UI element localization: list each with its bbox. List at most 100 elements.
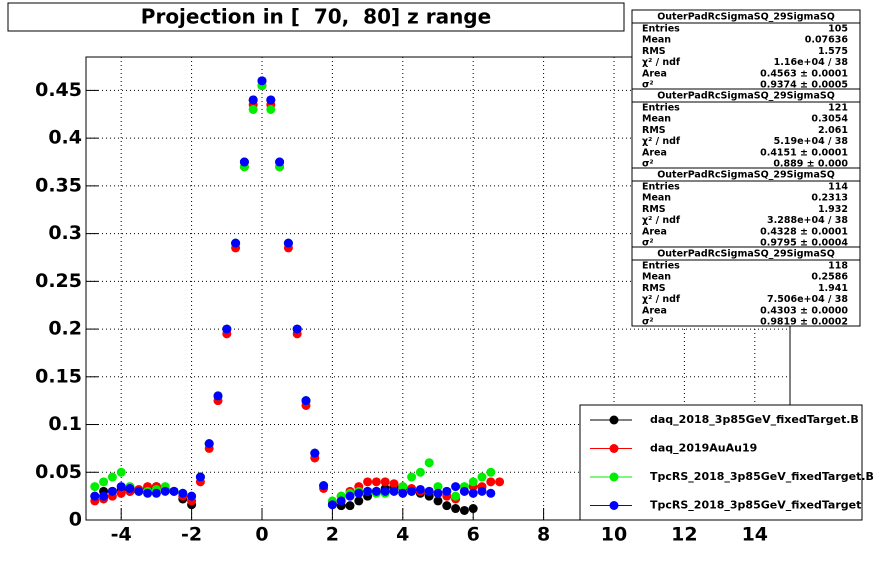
stats-label: Mean xyxy=(642,114,671,125)
data-point xyxy=(415,467,425,477)
stats-value: 7.506e+04 / 38 xyxy=(767,294,848,305)
x-tick-label: 4 xyxy=(396,524,409,546)
data-point xyxy=(107,486,117,496)
x-tick-label: 10 xyxy=(601,524,627,546)
stats-label: Entries xyxy=(642,24,680,35)
data-point xyxy=(424,486,434,496)
stats-value: 1.941 xyxy=(818,283,848,294)
stats-label: χ² / ndf xyxy=(642,57,681,68)
stats-label: Mean xyxy=(642,193,671,204)
stats-label: σ² xyxy=(642,238,654,249)
stats-value: 0.3054 xyxy=(811,114,848,125)
data-point xyxy=(195,472,205,482)
data-point xyxy=(222,324,232,334)
data-point xyxy=(459,486,469,496)
legend-label: daq_2018_3p85GeV_fixedTarget.B xyxy=(650,413,859,426)
data-point xyxy=(371,486,381,496)
data-point xyxy=(90,482,100,492)
data-point xyxy=(371,477,381,487)
data-point xyxy=(187,491,197,501)
stats-value: 3.288e+04 / 38 xyxy=(767,215,848,226)
data-point xyxy=(345,491,355,501)
data-point xyxy=(354,496,364,506)
data-point xyxy=(459,505,469,515)
data-point xyxy=(90,491,100,501)
data-point xyxy=(125,483,135,493)
data-point xyxy=(107,472,117,482)
stats-value: 0.4328 ± 0.0001 xyxy=(760,226,848,237)
stats-title: OuterPadRcSigmaSQ_29SigmaSQ xyxy=(657,249,835,260)
stats-label: σ² xyxy=(642,80,654,91)
x-tick-label: 2 xyxy=(326,524,339,546)
data-point xyxy=(266,95,276,105)
stats-label: RMS xyxy=(642,125,666,136)
stats-value: 0.889 ± 0.000 xyxy=(773,159,848,170)
data-point xyxy=(248,95,258,105)
data-point xyxy=(143,488,153,498)
legend-marker xyxy=(609,472,619,482)
stats-label: χ² / ndf xyxy=(642,294,681,305)
y-tick-label: 0.1 xyxy=(48,413,82,435)
data-point xyxy=(327,500,337,510)
stats-value: 114 xyxy=(828,182,848,193)
data-point xyxy=(345,501,355,511)
stats-title: OuterPadRcSigmaSQ_29SigmaSQ xyxy=(657,12,835,23)
stats-label: RMS xyxy=(642,46,666,57)
data-point xyxy=(99,477,109,487)
data-point xyxy=(319,481,329,491)
data-point xyxy=(424,458,434,468)
data-point xyxy=(442,501,452,511)
legend-label: TpcRS_2018_3p85GeV_fixedTarget xyxy=(650,499,861,512)
stats-value: 0.9819 ± 0.0002 xyxy=(760,317,848,328)
data-point xyxy=(451,482,461,492)
data-point xyxy=(275,157,285,167)
stats-label: Area xyxy=(642,147,667,158)
y-tick-label: 0.4 xyxy=(48,127,82,149)
data-point xyxy=(389,486,399,496)
y-tick-label: 0.05 xyxy=(35,461,82,483)
data-point xyxy=(266,105,276,115)
stats-value: 1.16e+04 / 38 xyxy=(774,57,849,68)
stats-title: OuterPadRcSigmaSQ_29SigmaSQ xyxy=(657,170,835,181)
stats-value: 5.19e+04 / 38 xyxy=(774,136,849,147)
y-tick-label: 0.15 xyxy=(35,365,82,387)
data-point xyxy=(468,488,478,498)
data-point xyxy=(389,479,399,489)
y-tick-label: 0.35 xyxy=(35,174,82,196)
data-point xyxy=(468,477,478,487)
legend-marker xyxy=(609,415,619,425)
data-point xyxy=(354,488,364,498)
data-point xyxy=(442,486,452,496)
y-tick-label: 0.45 xyxy=(35,79,82,101)
data-point xyxy=(292,324,302,334)
data-point xyxy=(151,488,161,498)
data-point xyxy=(398,488,408,498)
stats-label: RMS xyxy=(642,204,666,215)
legend-marker xyxy=(609,501,619,510)
legend-box xyxy=(579,404,863,521)
data-point xyxy=(477,472,487,482)
stats-label: Entries xyxy=(642,103,680,114)
data-point xyxy=(178,488,188,498)
stats-value: 0.4303 ± 0.0000 xyxy=(760,305,848,316)
legend-label: TpcRS_2018_3p85GeV_fixedTarget.B xyxy=(650,470,874,483)
stats-label: Area xyxy=(642,226,667,237)
data-point xyxy=(495,477,505,487)
x-tick-label: 8 xyxy=(537,524,550,546)
data-point xyxy=(486,477,496,487)
data-point xyxy=(213,391,223,401)
y-tick-label: 0.3 xyxy=(48,222,82,244)
stats-label: Entries xyxy=(642,261,680,272)
stats-value: 0.4563 ± 0.0001 xyxy=(760,68,848,79)
stats-value: 105 xyxy=(828,24,848,35)
data-point xyxy=(380,486,390,496)
data-point xyxy=(486,467,496,477)
stats-value: 0.2313 xyxy=(811,193,848,204)
data-point xyxy=(257,76,267,86)
stats-title: OuterPadRcSigmaSQ_29SigmaSQ xyxy=(657,91,835,102)
legend-label: daq_2019AuAu19 xyxy=(650,442,757,455)
x-tick-label: -2 xyxy=(181,524,202,546)
data-point xyxy=(468,504,478,514)
x-tick-label: -4 xyxy=(111,524,132,546)
data-point xyxy=(116,467,126,477)
